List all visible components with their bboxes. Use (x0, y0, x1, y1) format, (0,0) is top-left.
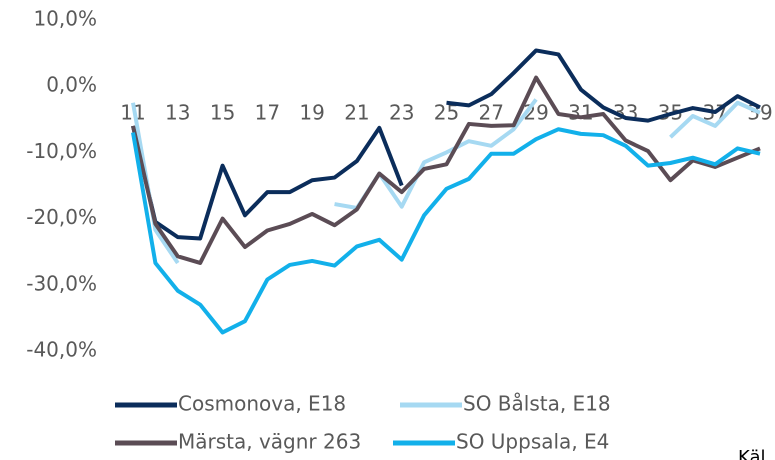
x-tick-label: 15 (210, 101, 235, 125)
x-tick-label: 31 (568, 101, 593, 125)
x-tick-label: 17 (255, 101, 280, 125)
x-tick-label: 23 (389, 101, 414, 125)
series-line (131, 48, 761, 241)
legend-label: SO Bålsta, E18 (463, 392, 611, 416)
y-tick-label: -10,0% (26, 139, 97, 163)
y-tick-label: -30,0% (26, 271, 97, 295)
series-line (131, 127, 761, 335)
x-tick-label: 27 (479, 101, 504, 125)
series-line (131, 75, 761, 265)
y-tick-label: -20,0% (26, 205, 97, 229)
legend-label: Cosmonova, E18 (178, 392, 346, 416)
y-tick-label: 0,0% (46, 73, 97, 97)
legend-label: Märsta, vägnr 263 (178, 430, 361, 454)
y-tick-label: -40,0% (26, 338, 97, 362)
legend-label: SO Uppsala, E4 (456, 430, 609, 454)
source-note: Käl (738, 447, 766, 460)
x-tick-label: 21 (344, 101, 369, 125)
y-tick-label: 10,0% (33, 7, 97, 31)
x-tick-label: 13 (165, 101, 190, 125)
x-tick-label: 19 (299, 101, 324, 125)
